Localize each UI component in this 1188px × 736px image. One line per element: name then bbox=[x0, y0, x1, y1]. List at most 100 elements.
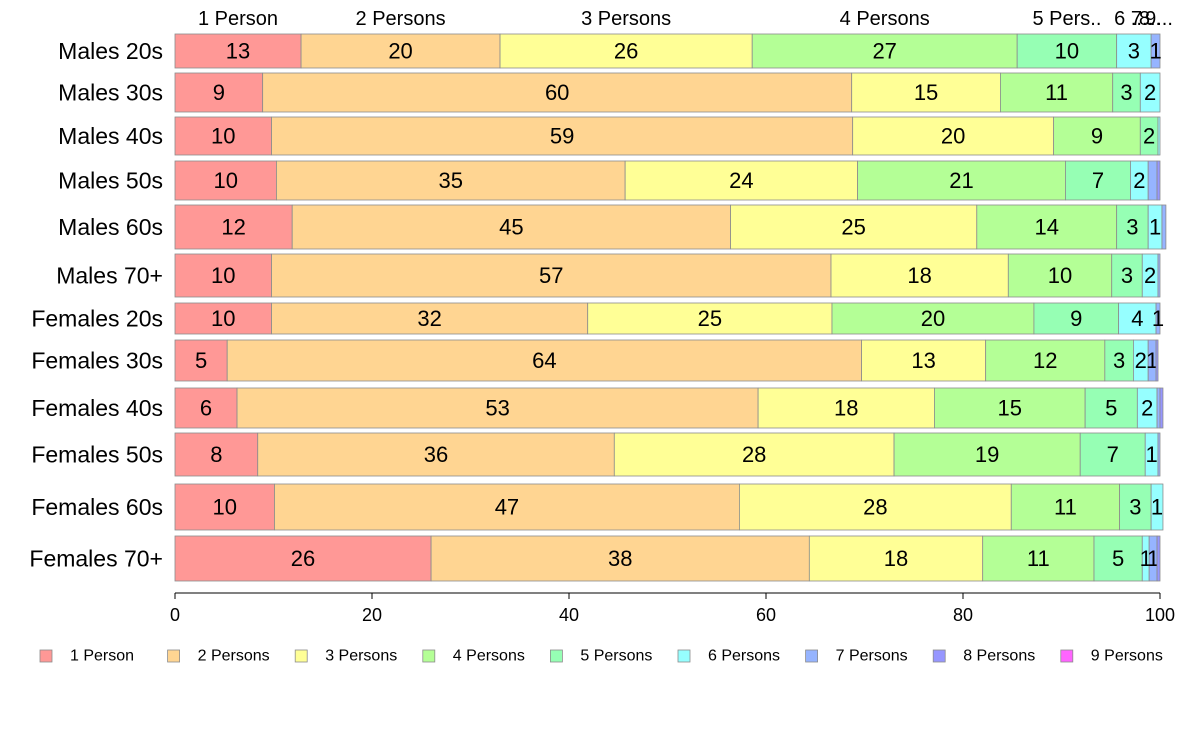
x-tick-label: 100 bbox=[1145, 605, 1175, 625]
bar-segment bbox=[174, 302, 272, 335]
legend-label: 3 Persons bbox=[325, 648, 397, 665]
x-tick-label: 0 bbox=[170, 605, 180, 625]
bar-segment bbox=[174, 204, 293, 250]
data-label: 2 bbox=[1141, 396, 1153, 421]
bar-segment bbox=[174, 253, 272, 298]
legend-swatch bbox=[167, 649, 181, 663]
legend-swatch bbox=[294, 649, 308, 663]
bar-segment bbox=[1065, 160, 1131, 201]
bar-segment bbox=[1079, 432, 1146, 477]
top-label: 2 Persons bbox=[356, 8, 446, 30]
data-label: 2 bbox=[1133, 168, 1145, 193]
bar-segment bbox=[893, 432, 1081, 477]
bar-segment bbox=[174, 535, 432, 582]
data-label: 32 bbox=[417, 306, 441, 331]
data-label: 1 bbox=[1147, 546, 1159, 571]
legend-label: 6 Persons bbox=[708, 648, 780, 665]
bar-segment bbox=[587, 302, 833, 335]
bar-segment bbox=[861, 339, 987, 382]
data-label: 1 bbox=[1149, 39, 1161, 64]
bar-segment bbox=[1161, 204, 1167, 250]
bar-segment bbox=[751, 33, 1018, 69]
bar-segment bbox=[1147, 160, 1158, 201]
data-label: 57 bbox=[539, 263, 563, 288]
bar-segment bbox=[271, 253, 832, 298]
data-label: 3 bbox=[1128, 39, 1140, 64]
legend-label: 1 Person bbox=[70, 648, 134, 665]
bars: 13 20 26 27 10 3 19 60 15 11 3 210 59 20 9 210 35 24 21 7 21… bbox=[174, 33, 1167, 582]
data-label: 10 bbox=[213, 495, 237, 520]
data-label: 3 bbox=[1126, 215, 1138, 240]
bar-segment bbox=[499, 33, 753, 69]
bar-segment bbox=[1104, 339, 1134, 382]
data-label: 2 bbox=[1144, 263, 1156, 288]
bar-segment bbox=[1093, 535, 1143, 582]
data-label: 24 bbox=[729, 168, 753, 193]
bar-segment bbox=[174, 483, 275, 531]
data-label: 10 bbox=[211, 263, 235, 288]
legend-label: 8 Persons bbox=[963, 648, 1035, 665]
data-label: 3 bbox=[1113, 348, 1125, 373]
data-label: 1 bbox=[1151, 495, 1163, 520]
data-label: 14 bbox=[1034, 215, 1058, 240]
bar-segment bbox=[1155, 302, 1161, 335]
legend-swatch bbox=[550, 649, 563, 663]
bar-segment bbox=[1010, 483, 1121, 531]
bar-segment bbox=[976, 204, 1118, 250]
bar-segment bbox=[274, 483, 740, 531]
data-label: 10 bbox=[211, 306, 235, 331]
data-label: 12 bbox=[221, 215, 245, 240]
data-label: 5 bbox=[1112, 546, 1124, 571]
row-labels: Males 20s Males 30s Males 40s Males 50s Male… bbox=[29, 38, 163, 572]
data-label: 18 bbox=[884, 546, 908, 571]
data-label: 36 bbox=[424, 442, 448, 467]
data-label: 5 bbox=[1105, 396, 1117, 421]
data-label: 9 bbox=[213, 80, 225, 105]
data-label: 12 bbox=[1033, 348, 1057, 373]
bar-segment bbox=[174, 72, 264, 113]
bar-segment bbox=[291, 204, 731, 250]
bar-segment bbox=[226, 339, 862, 382]
data-label: 11 bbox=[1054, 495, 1077, 520]
bar-segment bbox=[1053, 116, 1141, 156]
legend-label: 5 Persons bbox=[580, 648, 652, 665]
bar-segment bbox=[174, 160, 277, 201]
row-label: Females 30s bbox=[31, 348, 163, 374]
x-tick-label: 80 bbox=[953, 605, 973, 625]
legend-label: 7 Persons bbox=[836, 648, 908, 665]
data-label: 13 bbox=[911, 348, 935, 373]
bar-segment bbox=[757, 387, 935, 429]
bar-segment bbox=[739, 483, 1012, 531]
bar-segment bbox=[300, 33, 501, 69]
bar-segment bbox=[1159, 387, 1164, 429]
data-label: 7 bbox=[1107, 442, 1119, 467]
bar-segment bbox=[174, 339, 228, 382]
data-label: 64 bbox=[532, 348, 556, 373]
bar-segment bbox=[271, 116, 854, 156]
legend-swatch bbox=[805, 649, 818, 663]
data-label: 11 bbox=[1045, 80, 1068, 105]
data-label: 10 bbox=[1048, 263, 1072, 288]
data-label: 9 bbox=[1091, 124, 1103, 149]
data-label: 2 bbox=[1144, 80, 1156, 105]
bar-segment bbox=[934, 387, 1086, 429]
row-label: Males 40s bbox=[58, 123, 163, 149]
data-label: 25 bbox=[841, 215, 865, 240]
bar-segment bbox=[276, 160, 626, 201]
legend-swatch bbox=[932, 649, 946, 663]
x-tick-label: 40 bbox=[559, 605, 579, 625]
bar-segment bbox=[174, 116, 272, 156]
top-label: 5 Pers.. bbox=[1032, 8, 1101, 30]
data-label: 53 bbox=[485, 396, 509, 421]
bar-segment bbox=[1156, 535, 1161, 582]
data-label: 1 bbox=[1146, 442, 1158, 467]
bar-segment bbox=[730, 204, 978, 250]
x-axis: 0 20 40 60 80 100 bbox=[170, 592, 1175, 625]
x-tick-label: 60 bbox=[756, 605, 776, 625]
data-label: 59 bbox=[550, 124, 574, 149]
row-label: Females 60s bbox=[31, 494, 163, 520]
top-label: 3 Persons bbox=[581, 8, 671, 30]
row-label: Males 60s bbox=[58, 214, 163, 240]
bar-segment bbox=[831, 302, 1035, 335]
data-label: 2 bbox=[1143, 124, 1155, 149]
